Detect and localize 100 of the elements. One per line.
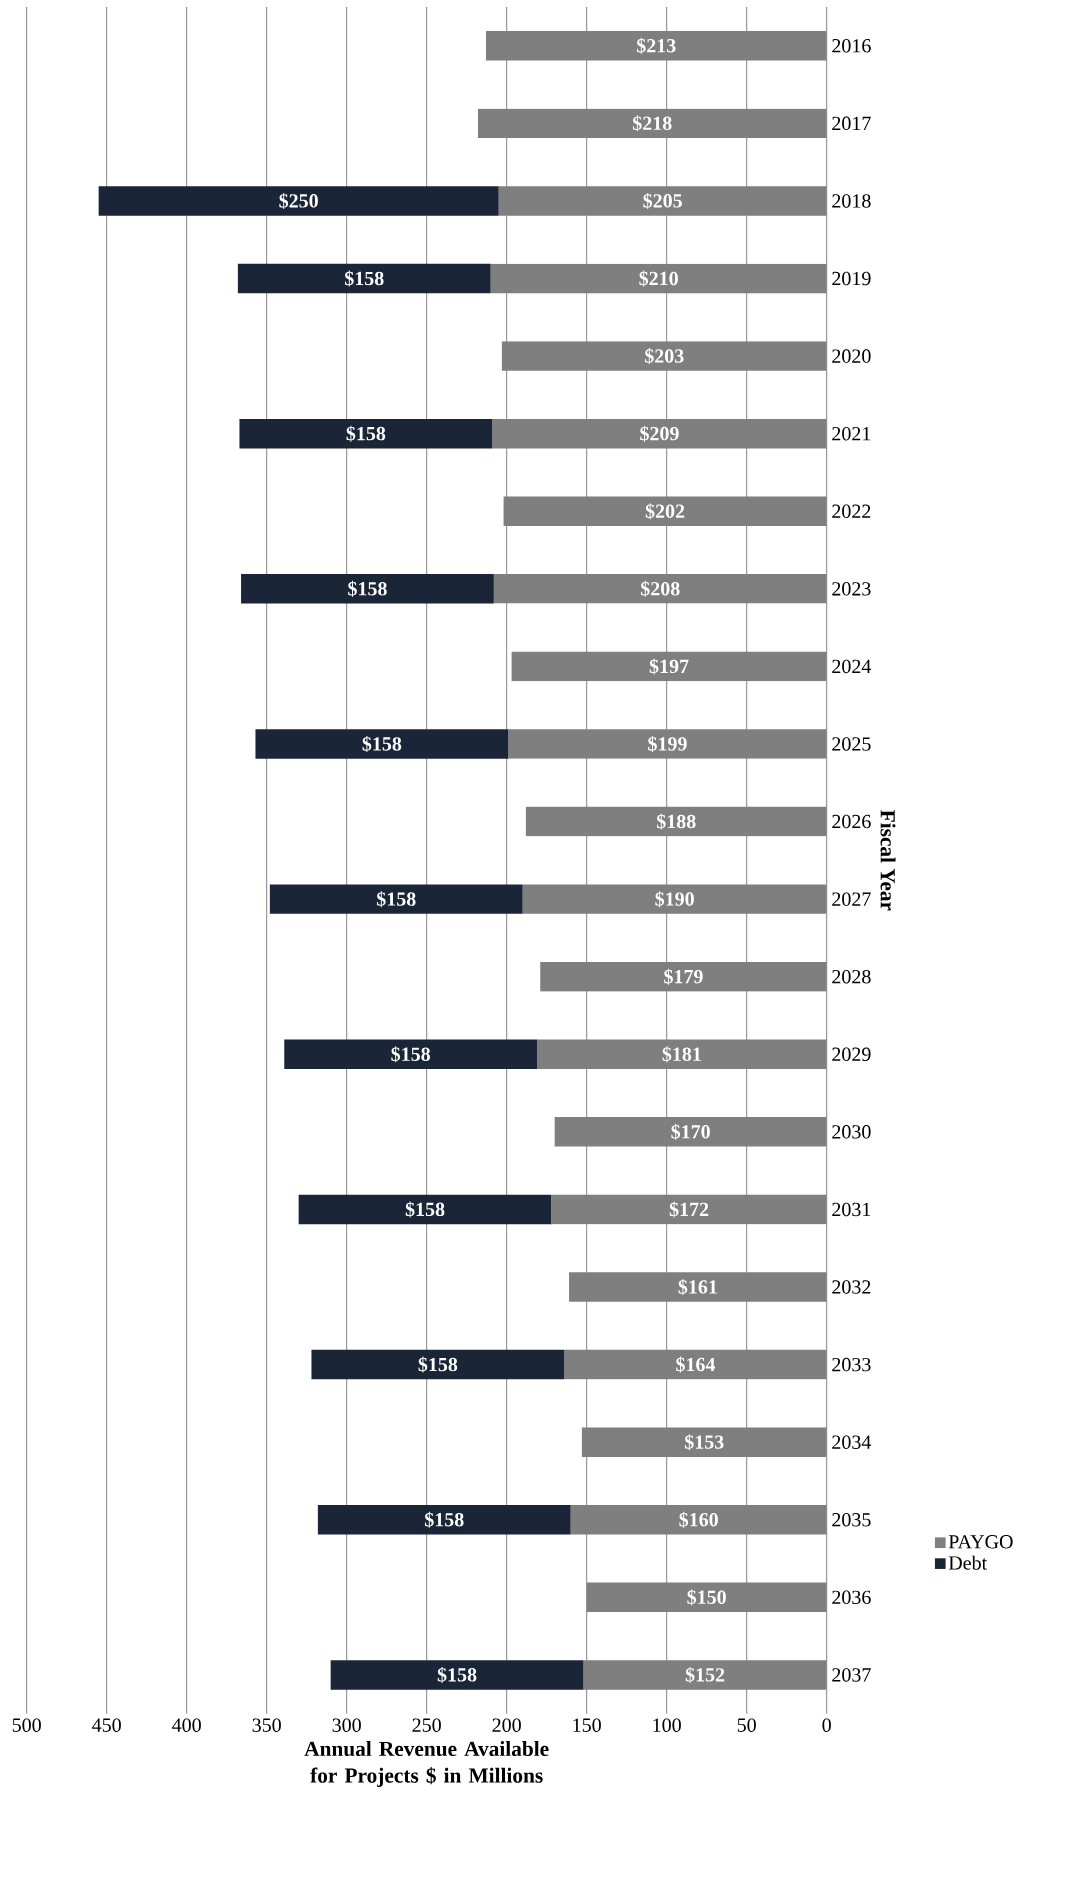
data-label: $209 (640, 425, 679, 442)
bar (554, 1117, 827, 1147)
bar (255, 729, 509, 759)
y-tick-label: 2024 (832, 659, 872, 674)
x-tick-label: 400 (172, 1718, 201, 1732)
data-label: $203 (644, 348, 684, 365)
data-label: $153 (684, 1434, 724, 1451)
data-label: $202 (645, 503, 685, 520)
x-tick-label: 0 (822, 1718, 831, 1732)
y-tick-label: 2035 (832, 1513, 871, 1527)
data-label: $158 (405, 1201, 445, 1218)
legend-label: PAYGO (948, 1535, 1013, 1549)
y-tick-label: 2023 (832, 582, 871, 596)
data-label: $158 (346, 425, 386, 442)
bar (330, 1660, 584, 1690)
data-label: $172 (669, 1201, 709, 1218)
x-tick-label: 350 (252, 1718, 281, 1732)
data-label: $158 (376, 891, 416, 908)
x-tick-label: 450 (92, 1718, 121, 1732)
bar (525, 806, 827, 837)
y-tick-label: 2037 (832, 1668, 871, 1682)
data-label: $161 (678, 1279, 717, 1296)
data-label: $170 (671, 1123, 710, 1140)
data-label: $190 (655, 891, 694, 908)
y-tick-label: 2022 (832, 504, 871, 518)
bar (237, 263, 491, 294)
bar (569, 1272, 827, 1302)
bar (583, 1660, 827, 1690)
data-label: $181 (662, 1046, 701, 1063)
bar (241, 574, 494, 604)
bar (508, 729, 827, 759)
x-tick-label: 50 (737, 1718, 756, 1732)
bar (284, 1039, 538, 1070)
data-label: $218 (632, 115, 672, 132)
x-tick-label: 150 (573, 1718, 601, 1732)
data-label: $188 (656, 813, 696, 830)
bar (317, 1505, 571, 1535)
y-tick-label: 2030 (832, 1125, 871, 1139)
y-tick-label: 2032 (832, 1280, 871, 1294)
y-tick-label: 2031 (832, 1202, 871, 1217)
x-tick-label: 100 (653, 1718, 681, 1732)
bar (540, 961, 827, 992)
bar (239, 418, 493, 449)
x-axis-title: Annual Revenue Available for Projects $ in Millions (304, 1741, 549, 1788)
bar (501, 341, 827, 371)
bar (493, 574, 827, 604)
data-label: $158 (424, 1511, 464, 1528)
y-tick-label: 2027 (832, 892, 871, 906)
bar (522, 884, 827, 914)
y-tick-label: 2034 (832, 1435, 872, 1449)
bar (503, 496, 827, 526)
data-label: $199 (648, 735, 687, 752)
data-label: $158 (348, 580, 387, 597)
bar (492, 418, 827, 449)
y-tick-label: 2029 (832, 1047, 871, 1062)
bar (311, 1349, 565, 1380)
y-tick-label: 2036 (832, 1590, 871, 1605)
bar (570, 1505, 827, 1535)
y-tick-label: 2016 (832, 39, 871, 53)
x-tick-label: 200 (492, 1718, 521, 1732)
y-tick-label: 2020 (832, 349, 871, 363)
bar (477, 108, 827, 139)
legend-label: Debt (948, 1555, 988, 1570)
data-label: $158 (362, 735, 402, 752)
x-tick-label: 500 (12, 1718, 41, 1732)
y-tick-label: 2021 (832, 426, 871, 441)
data-label: $213 (636, 37, 676, 54)
bar (586, 1582, 827, 1613)
bar (490, 263, 827, 294)
bar (485, 31, 827, 61)
bar (298, 1194, 552, 1225)
bar (511, 651, 827, 682)
bar (269, 884, 523, 914)
y-tick-label: 2017 (832, 116, 871, 131)
data-label: $208 (640, 580, 680, 597)
bar (581, 1427, 827, 1457)
data-label: $158 (418, 1356, 458, 1373)
y-tick-label: 2018 (832, 194, 871, 208)
y-tick-label: 2019 (832, 271, 871, 286)
y-tick-label: 2028 (832, 969, 871, 984)
bar (498, 186, 827, 216)
y-tick-label: 2026 (832, 814, 871, 829)
x-tick-label: 300 (332, 1718, 361, 1732)
data-label: $250 (279, 192, 318, 209)
data-label: $210 (639, 270, 678, 287)
bar (551, 1194, 827, 1225)
y-tick-label: 2025 (832, 737, 871, 751)
bar (537, 1039, 827, 1070)
data-label: $164 (676, 1356, 716, 1373)
data-label: $160 (679, 1511, 718, 1528)
y-tick-label: 2033 (832, 1357, 871, 1372)
data-label: $205 (643, 192, 682, 209)
data-label: $158 (391, 1046, 430, 1063)
data-label: $150 (687, 1589, 726, 1606)
data-label: $179 (664, 968, 703, 985)
data-label: $158 (437, 1666, 477, 1683)
bar (98, 186, 499, 216)
data-label: $197 (649, 658, 689, 675)
y-axis-title: Fiscal Year (880, 810, 896, 911)
x-tick-label: 250 (412, 1718, 441, 1732)
